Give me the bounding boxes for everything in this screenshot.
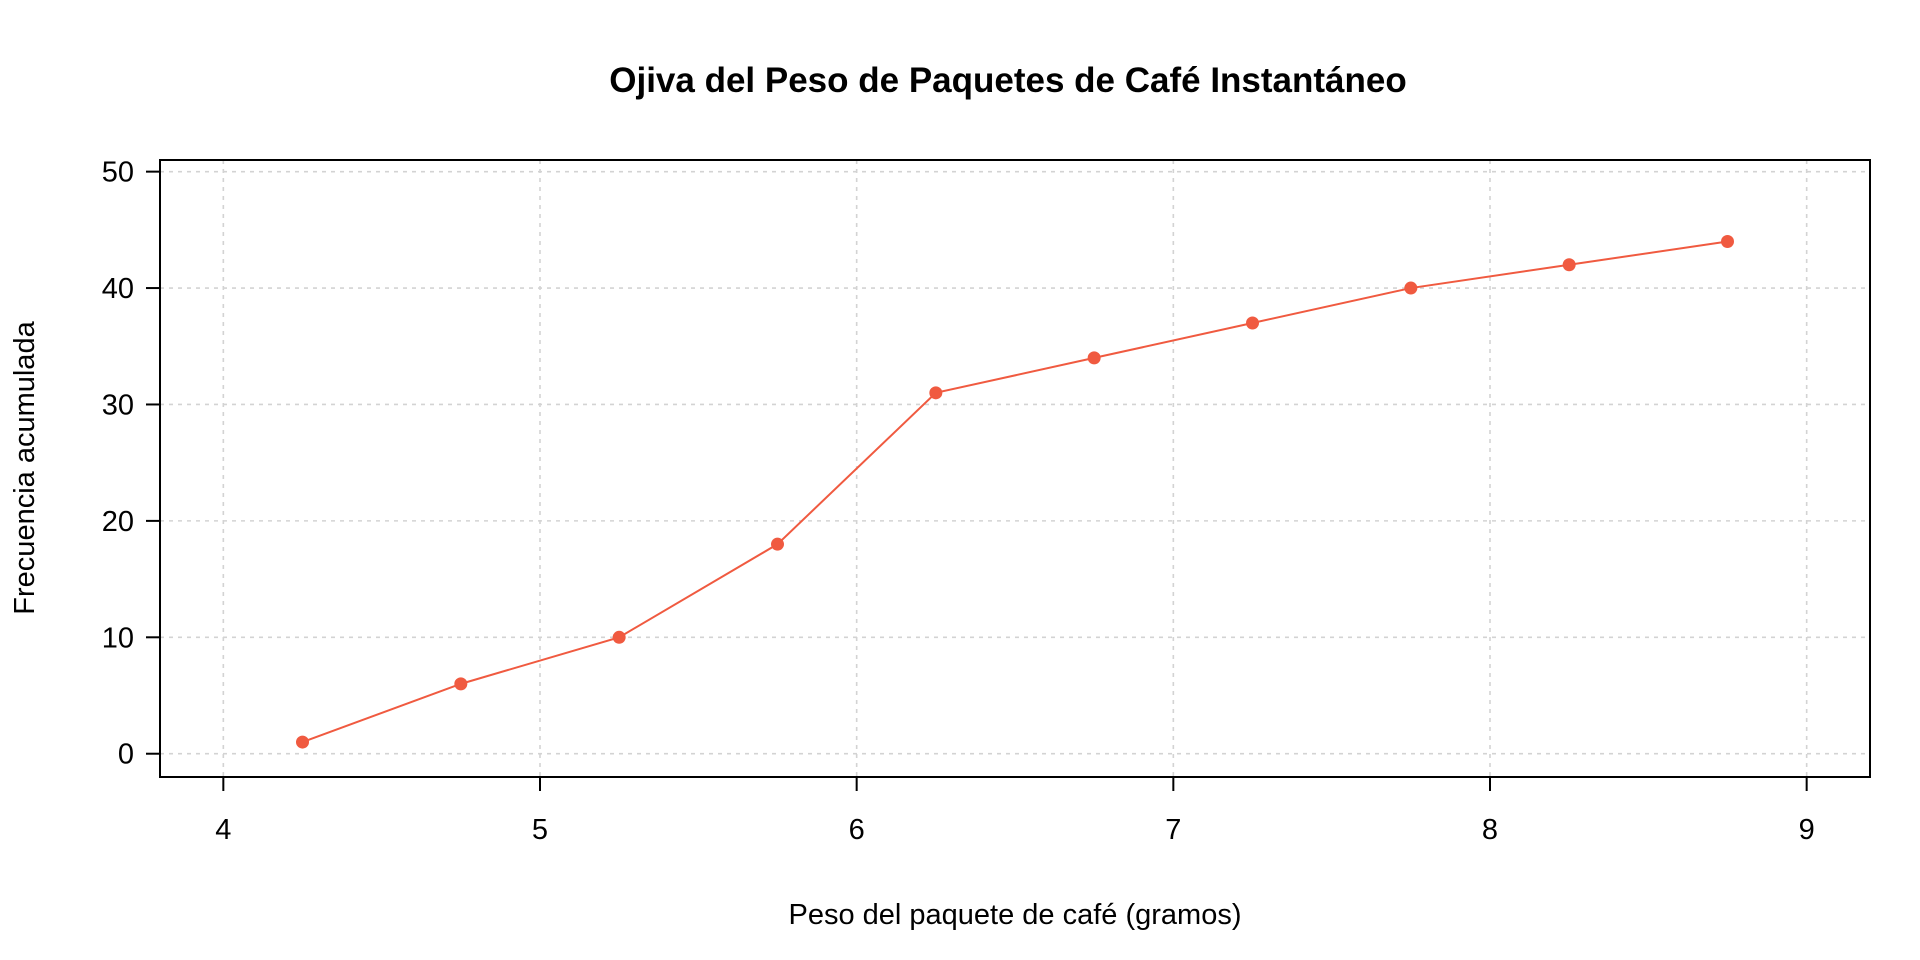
x-axis: 4 5 6 7 8 9 [215, 776, 1815, 846]
data-point-5 [1087, 351, 1101, 365]
y-tick-label-0: 0 [118, 739, 134, 771]
data-point-4 [929, 386, 943, 400]
grid-lines [160, 160, 1870, 777]
x-tick-label-9: 9 [1799, 814, 1815, 846]
data-point-2 [612, 630, 626, 644]
series-cumulative-frequency [296, 234, 1734, 749]
y-axis: 0 10 20 30 40 50 [102, 157, 161, 771]
data-point-3 [771, 537, 784, 551]
data-point-7 [1404, 281, 1418, 295]
data-point-0 [296, 735, 309, 749]
y-tick-label-30: 30 [102, 389, 134, 421]
y-tick-label-10: 10 [102, 622, 134, 654]
x-tick-label-7: 7 [1165, 814, 1181, 846]
plot-frame [159, 159, 1871, 778]
x-tick-label-6: 6 [849, 814, 865, 846]
y-tick-label-50: 50 [102, 157, 134, 189]
y-tick-label-20: 20 [102, 506, 134, 538]
y-axis-label: Frecuencia acumulada [9, 320, 41, 614]
y-tick-label-40: 40 [102, 273, 134, 305]
series-line-0 [302, 240, 1728, 744]
x-tick-label-8: 8 [1482, 814, 1498, 846]
data-point-6 [1246, 316, 1259, 330]
x-axis-label: Peso del paquete de café (gramos) [789, 899, 1242, 931]
chart-title: Ojiva del Peso de Paquetes de Café Insta… [609, 61, 1406, 100]
data-point-1 [454, 677, 468, 691]
data-point-9 [1721, 234, 1734, 248]
x-tick-label-5: 5 [532, 814, 548, 846]
x-tick-label-4: 4 [215, 814, 231, 846]
data-point-8 [1562, 258, 1576, 272]
